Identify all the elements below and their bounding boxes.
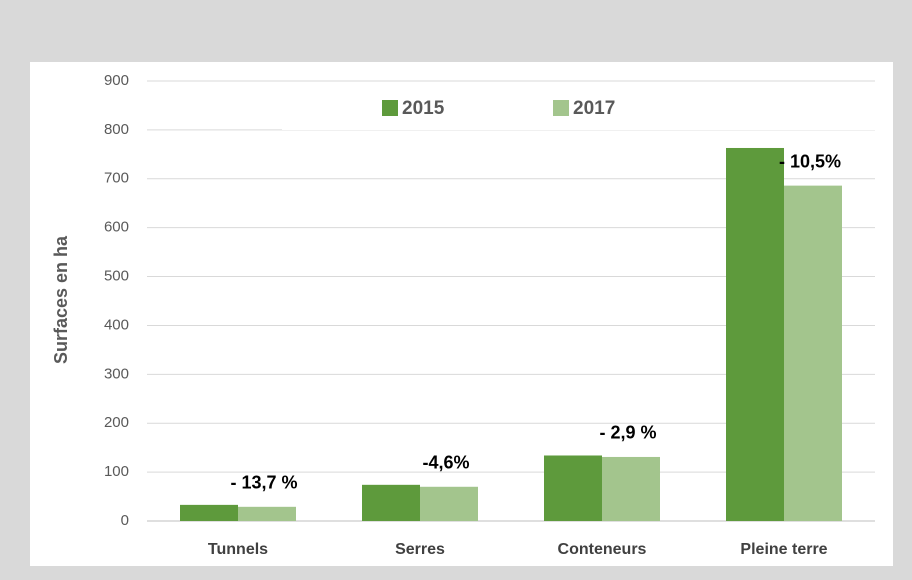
y-tick-label: 0 [121, 512, 129, 529]
annotation: - 13,7 % [230, 473, 297, 493]
bar [544, 455, 602, 521]
y-tick-label: 900 [104, 72, 129, 89]
bar [180, 504, 238, 521]
x-tick-label: Conteneurs [558, 541, 647, 558]
y-tick-label: 100 [104, 463, 129, 480]
y-tick-label: 300 [104, 365, 129, 382]
y-tick-label: 800 [104, 121, 129, 138]
y-tick-label: 700 [104, 170, 129, 187]
bar [420, 486, 478, 521]
y-tick-label: 200 [104, 414, 129, 431]
y-axis-title: Surfaces en ha [51, 235, 71, 364]
legend-swatch [553, 100, 569, 116]
y-tick-label: 600 [104, 219, 129, 236]
x-tick-label: Pleine terre [740, 541, 827, 558]
annotation: - 2,9 % [599, 423, 656, 443]
annotation: -4,6% [422, 453, 469, 473]
y-tick-label: 500 [104, 268, 129, 285]
bar [362, 484, 420, 521]
y-tick-label: 400 [104, 316, 129, 333]
legend-label: 2015 [402, 98, 445, 119]
annotation: - 10,5% [779, 151, 841, 171]
legend-swatch [382, 100, 398, 116]
legend-background [282, 90, 875, 130]
legend-label: 2017 [573, 98, 615, 119]
x-tick-label: Tunnels [208, 541, 268, 558]
x-tick-label: Serres [395, 541, 445, 558]
bar [726, 147, 784, 521]
bar [784, 185, 842, 521]
bar [602, 456, 660, 521]
bar [238, 506, 296, 521]
